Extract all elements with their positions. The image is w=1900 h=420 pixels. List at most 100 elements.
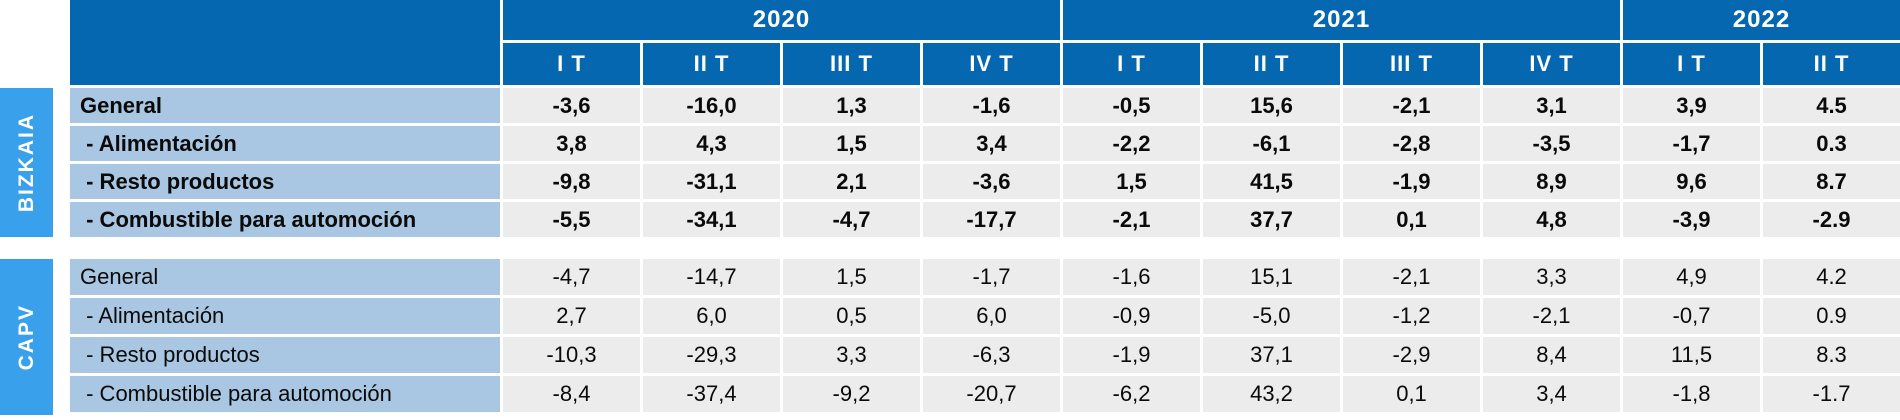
data-cell: -2,1 [1483,298,1620,334]
quarter-header: IV T [923,43,1060,85]
quarter-header: III T [1343,43,1480,85]
data-cell: -1.7 [1763,376,1900,412]
table-row: - Alimentación 3,8 4,3 1,5 3,4 -2,2 -6,1 -2,8 -3… [70,126,1900,161]
table-row: - Alimentación 2,7 6,0 0,5 6,0 -0,9 -5,0 -1,2 -2… [70,298,1900,334]
region-band-bizkaia: BIZKAIA [0,88,53,237]
data-cell: 2,1 [783,164,920,199]
data-cell: -16,0 [643,88,780,123]
data-cell: -3,5 [1483,126,1620,161]
row-label: - Resto productos [70,337,500,373]
data-cell: -4,7 [783,202,920,237]
data-cell: 6,0 [643,298,780,334]
data-cell: 8.7 [1763,164,1900,199]
data-cell: 2,7 [503,298,640,334]
data-cell: -0,9 [1063,298,1200,334]
data-cell: -1,2 [1343,298,1480,334]
data-cell: -1,8 [1623,376,1760,412]
table-row: - Resto productos -9,8 -31,1 2,1 -3,6 1,5 41,5… [70,164,1900,199]
data-cell: 3,3 [1483,259,1620,295]
data-cell: 3,8 [503,126,640,161]
data-cell: -8,4 [503,376,640,412]
data-cell: 0,1 [1343,202,1480,237]
row-label: - Combustible para automoción [70,202,500,237]
year-header: 2020 [503,0,1060,40]
data-cell: 1,3 [783,88,920,123]
header-corner-cell [70,0,500,85]
data-cell: 0,5 [783,298,920,334]
data-cell: 4,3 [643,126,780,161]
data-cell: -2,1 [1063,202,1200,237]
table-row: - Resto productos -10,3 -29,3 3,3 -6,3 -1,9 37… [70,337,1900,373]
data-cell: 4.5 [1763,88,1900,123]
data-cell: 3,4 [1483,376,1620,412]
data-cell: 3,3 [783,337,920,373]
table-row: - Combustible para automoción -5,5 -34,1 -4… [70,202,1900,237]
data-cell: -2,1 [1343,259,1480,295]
data-cell: -31,1 [643,164,780,199]
data-cell: -20,7 [923,376,1060,412]
data-cell: -6,1 [1203,126,1340,161]
year-header: 2021 [1063,0,1620,40]
data-cell: 6,0 [923,298,1060,334]
row-label: - Resto productos [70,164,500,199]
data-cell: 15,1 [1203,259,1340,295]
data-cell: -0,7 [1623,298,1760,334]
data-cell: -2,9 [1343,337,1480,373]
data-cell: -37,4 [643,376,780,412]
data-cell: 0.9 [1763,298,1900,334]
data-cell: -17,7 [923,202,1060,237]
data-cell: -9,8 [503,164,640,199]
data-cell: 3,9 [1623,88,1760,123]
region-label-capv: CAPV [14,303,38,371]
year-header: 2022 [1623,0,1900,40]
table-row: General -4,7 -14,7 1,5 -1,7 -1,6 15,1 -2,1 3,3 4,… [70,259,1900,295]
data-cell: -34,1 [643,202,780,237]
data-cell: -5,5 [503,202,640,237]
data-cell: -4,7 [503,259,640,295]
data-cell: -29,3 [643,337,780,373]
data-cell: -3,6 [923,164,1060,199]
quarter-header: IV T [1483,43,1620,85]
data-cell: 3,1 [1483,88,1620,123]
data-cell: 8,4 [1483,337,1620,373]
row-label: - Combustible para automoción [70,376,500,412]
data-cell: -1,6 [923,88,1060,123]
data-cell: 8,9 [1483,164,1620,199]
quarter-header: III T [783,43,920,85]
data-cell: 0.3 [1763,126,1900,161]
quarter-header: II T [1763,43,1900,85]
data-cell: 37,1 [1203,337,1340,373]
quarter-header: II T [1203,43,1340,85]
section-gap [70,240,1900,259]
row-label: General [70,88,500,123]
data-cell: -3,9 [1623,202,1760,237]
data-cell: -1,9 [1343,164,1480,199]
quarter-header: II T [643,43,780,85]
region-label-bizkaia: BIZKAIA [14,112,38,213]
row-label: General [70,259,500,295]
data-cell: -1,7 [1623,126,1760,161]
quarter-header: I T [1063,43,1200,85]
data-cell: -9,2 [783,376,920,412]
data-cell: 0,1 [1343,376,1480,412]
table-row: General -3,6 -16,0 1,3 -1,6 -0,5 15,6 -2,1 3,1 3,… [70,88,1900,123]
data-cell: -1,6 [1063,259,1200,295]
data-cell: 41,5 [1203,164,1340,199]
data-cell: 37,7 [1203,202,1340,237]
data-cell: 11,5 [1623,337,1760,373]
quarter-header: I T [1623,43,1760,85]
data-cell: -2,8 [1343,126,1480,161]
data-cell: 9,6 [1623,164,1760,199]
table-row: - Combustible para automoción -8,4 -37,4 -9… [70,376,1900,412]
table-body: General -3,6 -16,0 1,3 -1,6 -0,5 15,6 -2,1 3,1 3,… [70,88,1900,412]
data-cell: 1,5 [783,259,920,295]
data-cell: -2,1 [1343,88,1480,123]
data-cell: -3,6 [503,88,640,123]
data-cell: 8.3 [1763,337,1900,373]
data-cell: -0,5 [1063,88,1200,123]
data-cell: -2.9 [1763,202,1900,237]
data-cell: 4,9 [1623,259,1760,295]
data-cell: 3,4 [923,126,1060,161]
